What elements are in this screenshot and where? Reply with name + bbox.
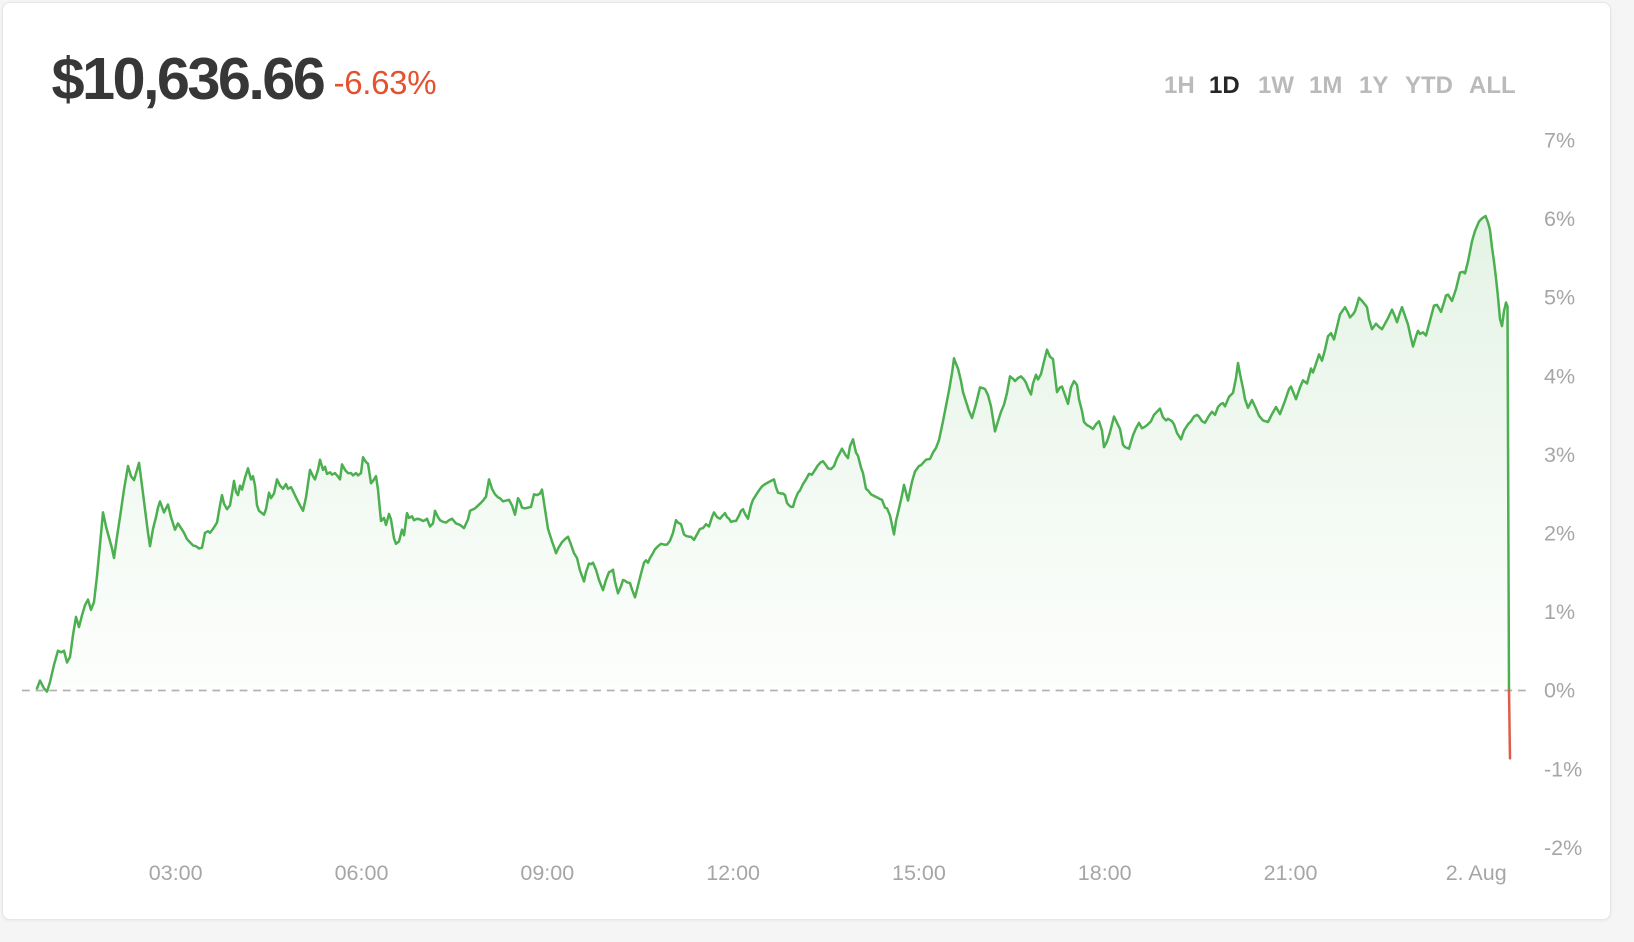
svg-text:1W: 1W	[1258, 72, 1294, 99]
svg-text:0%: 0%	[1544, 679, 1575, 703]
svg-text:$10,636.66: $10,636.66	[52, 45, 324, 112]
svg-text:YTD: YTD	[1405, 72, 1453, 99]
svg-text:4%: 4%	[1544, 364, 1575, 388]
svg-text:2%: 2%	[1544, 522, 1575, 546]
svg-text:7%: 7%	[1544, 129, 1575, 153]
svg-text:-6.63%: -6.63%	[334, 64, 437, 101]
svg-text:1M: 1M	[1309, 72, 1342, 99]
svg-text:1D: 1D	[1209, 72, 1240, 99]
svg-text:ALL: ALL	[1469, 72, 1516, 99]
svg-text:1Y: 1Y	[1359, 72, 1388, 99]
svg-text:18:00: 18:00	[1078, 861, 1132, 885]
svg-text:3%: 3%	[1544, 443, 1575, 467]
svg-text:1%: 1%	[1544, 600, 1575, 624]
svg-text:15:00: 15:00	[892, 861, 946, 885]
svg-text:03:00: 03:00	[149, 861, 203, 885]
svg-text:-1%: -1%	[1544, 757, 1582, 781]
svg-text:-2%: -2%	[1544, 836, 1582, 860]
svg-text:12:00: 12:00	[706, 861, 760, 885]
svg-text:21:00: 21:00	[1264, 861, 1318, 885]
svg-text:09:00: 09:00	[520, 861, 574, 885]
svg-text:6%: 6%	[1544, 207, 1575, 231]
svg-text:06:00: 06:00	[335, 861, 389, 885]
svg-text:1H: 1H	[1164, 72, 1195, 99]
svg-text:2. Aug: 2. Aug	[1446, 861, 1507, 885]
svg-text:5%: 5%	[1544, 286, 1575, 310]
